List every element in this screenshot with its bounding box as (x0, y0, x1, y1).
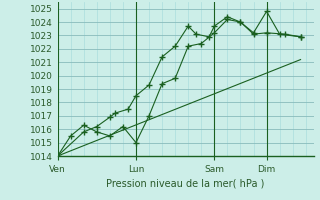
X-axis label: Pression niveau de la mer( hPa ): Pression niveau de la mer( hPa ) (107, 178, 265, 188)
